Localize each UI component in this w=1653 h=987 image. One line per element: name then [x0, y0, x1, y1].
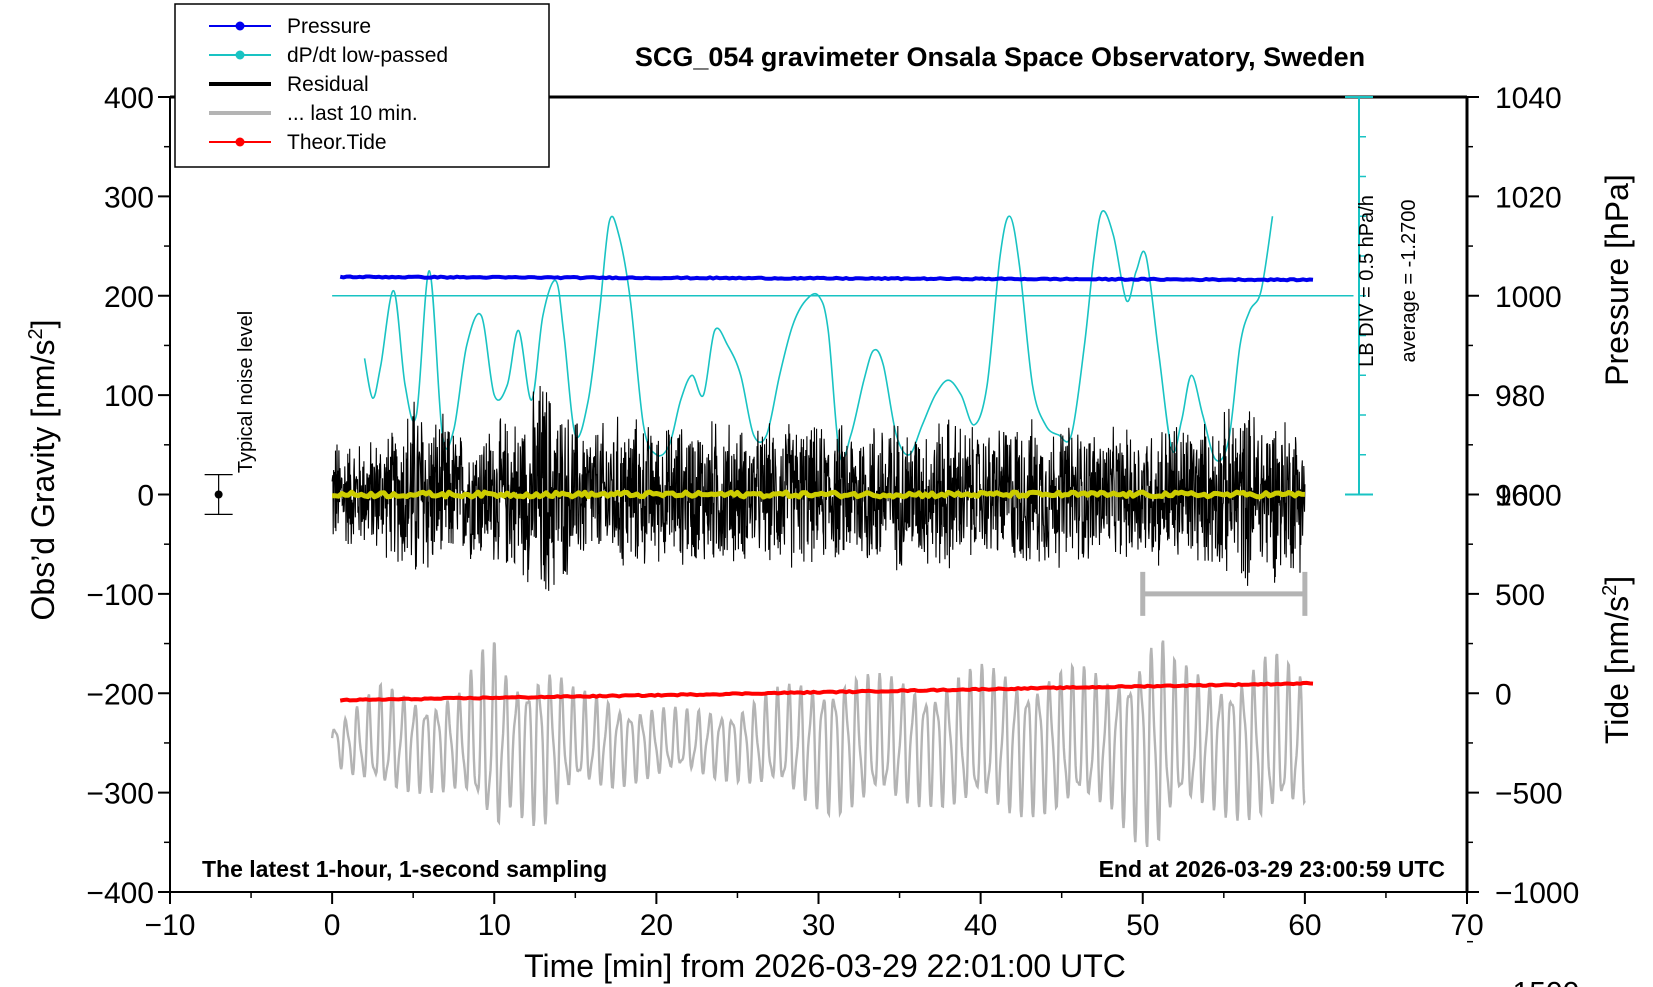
pressure-tick-label: 980	[1495, 380, 1545, 413]
pressure-tick-label: 1000	[1495, 281, 1562, 314]
dpdt-scale-label-2: average = -1.2700	[1398, 200, 1420, 363]
tide-tick-label: −500	[1495, 778, 1563, 811]
legend-label: Theor.Tide	[287, 131, 387, 154]
x-axis-label: Time [min] from 2026-03-29 22:01:00 UTC	[524, 948, 1126, 984]
series-last10-line	[330, 640, 1306, 848]
tide-tick-label: −1500	[1495, 976, 1579, 987]
pressure-tick-label: 960	[1495, 480, 1545, 513]
last10-layer	[330, 571, 1308, 848]
series-residual-smoothed-line	[332, 489, 1305, 500]
legend-label: dP/dt low-passed	[287, 44, 448, 67]
noise-bar-point	[214, 490, 223, 499]
y-tick-label: 400	[104, 82, 154, 115]
pressure-tick-label: 1020	[1495, 181, 1562, 214]
y-axis-label: Obs’d Gravity [nm/s2]	[25, 320, 61, 621]
x-tick-label: 10	[478, 909, 511, 942]
y-tick-label: 200	[104, 281, 154, 314]
pressure-axis-label: Pressure [hPa]	[1599, 174, 1635, 386]
dpdt-layer	[332, 210, 1354, 462]
axes-layer: −10 0 10 20 30 40 50 60 704003002001000−100−200−…	[86, 82, 1579, 987]
tide-axis-label-main: Tide [nm/s	[1599, 596, 1635, 744]
chart-title: SCG_054 gravimeter Onsala Space Observat…	[635, 42, 1365, 72]
x-tick-label: 70	[1450, 909, 1483, 942]
series-theor-tideline	[339, 680, 1314, 703]
legend-label: Residual	[287, 73, 369, 96]
lines-layer	[332, 274, 1314, 703]
x-tick-label: 30	[802, 909, 835, 942]
legend-marker	[235, 50, 245, 60]
tide-tick-label: 500	[1495, 579, 1545, 612]
noise-label: Typical noise level	[235, 311, 257, 473]
residual-layer	[331, 385, 1306, 591]
y-tick-label: −200	[86, 678, 154, 711]
x-tick-label: 20	[640, 909, 673, 942]
y-axis-label-main: Obs’d Gravity [nm/s	[25, 340, 61, 621]
annotation-right: End at 2026-03-29 23:00:59 UTC	[1099, 856, 1445, 882]
tide-tick-label: 1000	[1495, 480, 1562, 513]
legend-label: Pressure	[287, 15, 371, 38]
pressure-tick-label: 1040	[1495, 82, 1562, 115]
legend: Pressure dP/dt low-passed Residual ... last…	[174, 3, 550, 168]
x-tick-label: 40	[964, 909, 997, 942]
y-tick-label: 100	[104, 380, 154, 413]
y-tick-label: −100	[86, 579, 154, 612]
legend-marker	[235, 137, 245, 147]
y-tick-label: −400	[86, 877, 154, 910]
x-tick-label: −10	[145, 909, 196, 942]
legend-items: Pressure dP/dt low-passed Residual ... last…	[209, 15, 448, 154]
legend-marker	[235, 21, 245, 31]
series-pressureline	[339, 274, 1314, 283]
legend-label: ... last 10 min.	[287, 102, 418, 125]
tide-tick-label: −1000	[1495, 877, 1579, 910]
annotation-left: The latest 1-hour, 1-second sampling	[202, 856, 607, 882]
y-axis-label-sup: 2	[25, 328, 47, 339]
tide-axis-label: Tide [nm/s2]	[1599, 576, 1635, 744]
x-tick-label: 50	[1126, 909, 1159, 942]
y-axis-label-end: ]	[25, 320, 61, 329]
series-residual-line	[331, 385, 1306, 591]
tide-tick-label: 0	[1495, 678, 1512, 711]
y-tick-label: −300	[86, 778, 154, 811]
x-tick-label: 60	[1288, 909, 1321, 942]
y-tick-label: 300	[104, 181, 154, 214]
tide-axis-label-sup: 2	[1599, 585, 1621, 596]
series-dpdt-line	[363, 210, 1274, 462]
y-tick-label: 0	[137, 480, 154, 513]
x-tick-label: 0	[324, 909, 341, 942]
tide-axis-label-end: ]	[1599, 576, 1635, 585]
dpdt-scale-label-1: LB DIV = 0.5 hPa/h	[1356, 195, 1378, 367]
